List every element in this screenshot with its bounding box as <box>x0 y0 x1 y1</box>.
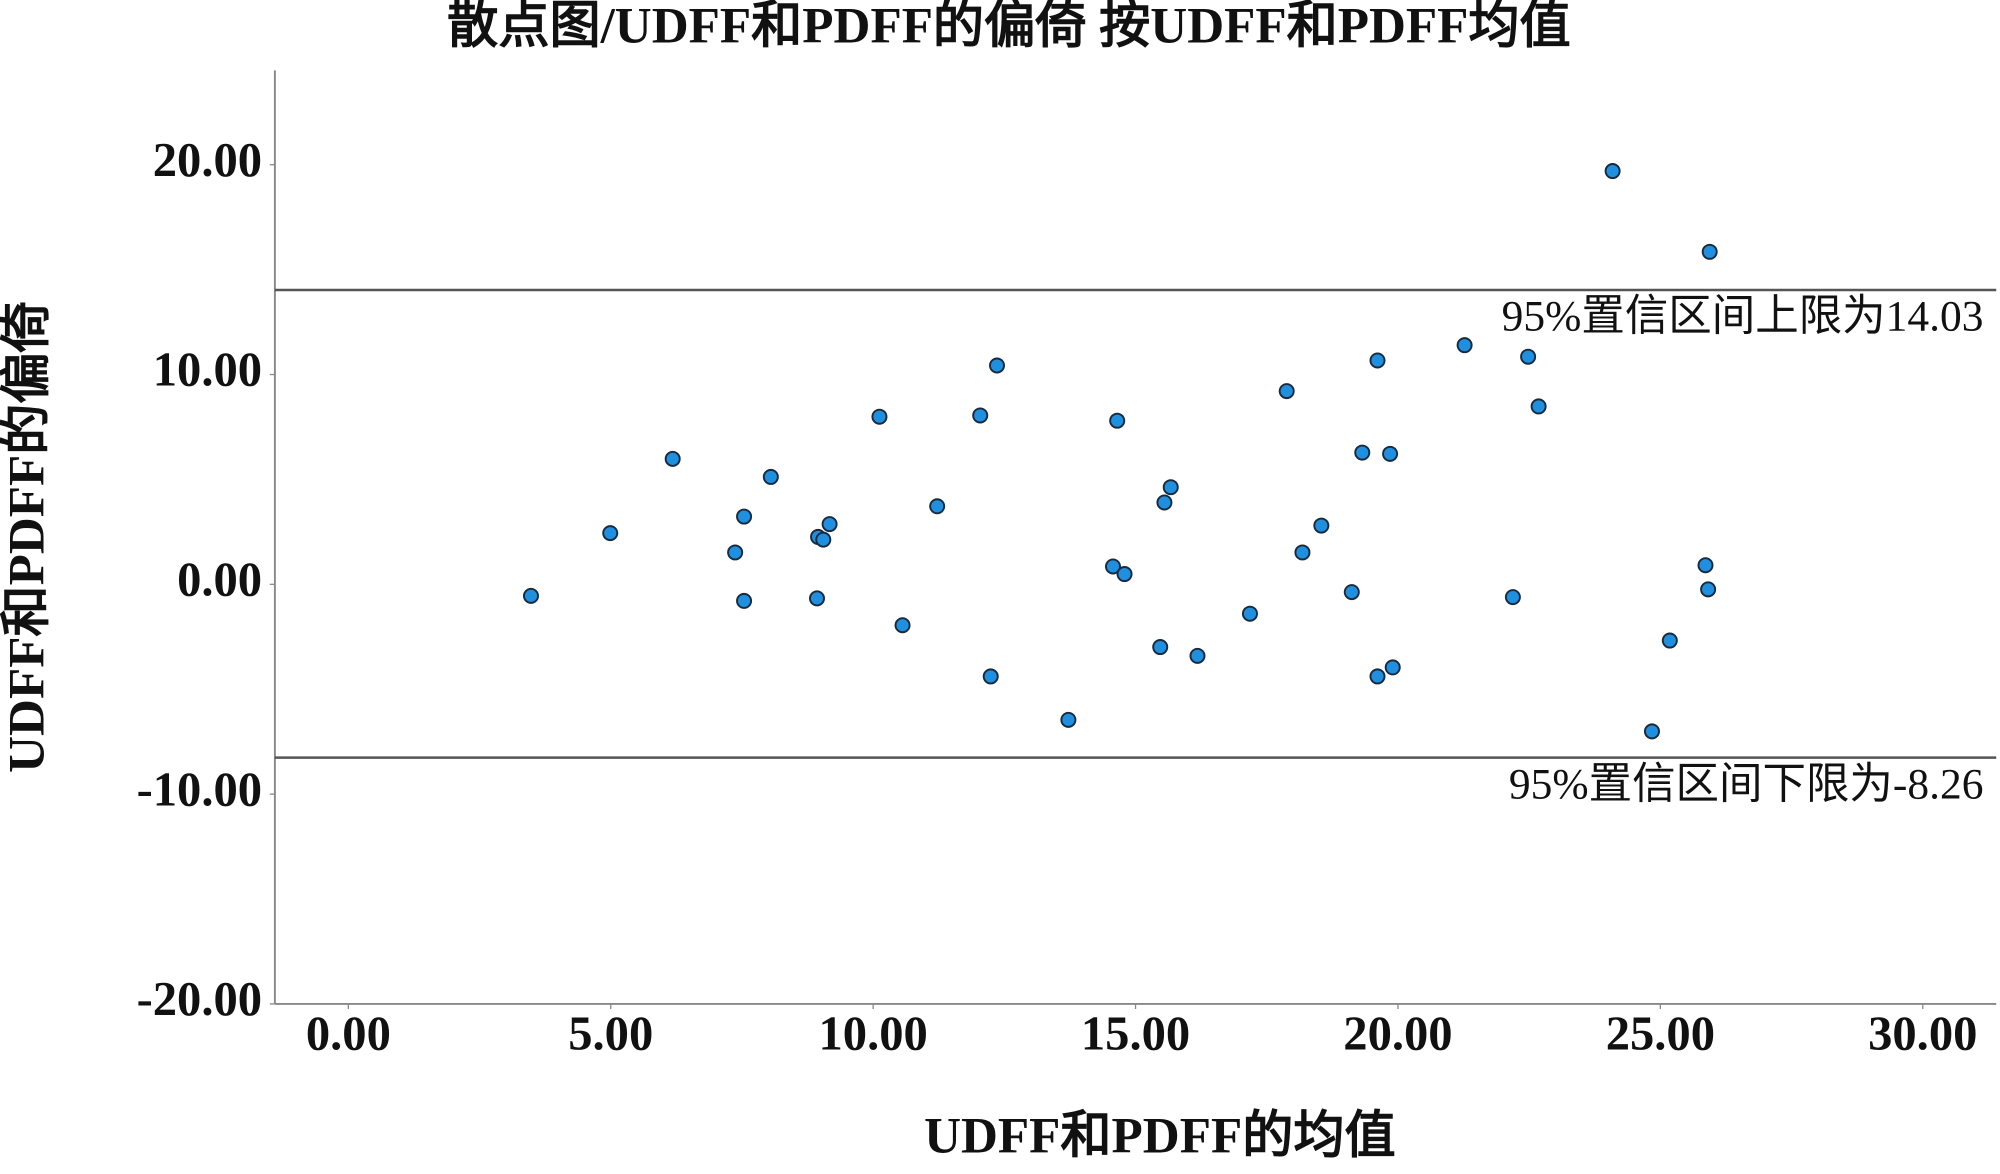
point <box>989 357 1006 374</box>
x-axis-label: UDFF和PDFF的均值 <box>924 1107 1396 1164</box>
y-tick-label: -10.00 <box>137 762 262 816</box>
point <box>1278 383 1295 400</box>
point <box>1060 711 1077 728</box>
point <box>1105 558 1121 575</box>
point <box>602 525 619 542</box>
point <box>929 498 946 515</box>
point <box>1109 412 1126 429</box>
point <box>1294 544 1311 561</box>
point <box>727 544 744 561</box>
point <box>1504 589 1521 606</box>
point <box>821 516 838 533</box>
point <box>1152 639 1169 656</box>
x-tick-label: 25.00 <box>1606 1007 1715 1061</box>
point <box>1354 444 1371 461</box>
point <box>815 531 832 548</box>
point <box>1697 557 1714 574</box>
point <box>1369 668 1386 685</box>
point <box>871 408 888 425</box>
point <box>664 450 681 467</box>
point <box>736 592 753 609</box>
point <box>762 468 779 485</box>
point <box>1643 723 1660 740</box>
point <box>1189 647 1206 664</box>
point <box>1162 479 1179 496</box>
point <box>809 590 825 607</box>
point <box>1116 566 1133 583</box>
point <box>1700 581 1717 598</box>
point <box>982 668 999 685</box>
point <box>522 587 539 604</box>
x-tick-label: 30.00 <box>1868 1007 1977 1061</box>
y-axis-label: UDFF和PDFF的偏倚 <box>0 301 56 773</box>
point <box>1156 494 1173 511</box>
y-tick-label: 20.00 <box>153 133 262 187</box>
point <box>1661 632 1678 649</box>
point <box>1313 517 1330 534</box>
chart-title: 散点图/UDFF和PDFF的偏倚 按UDFF和PDFF均值 <box>447 0 1571 54</box>
point <box>1382 445 1399 462</box>
reference-label: 95%置信区间下限为-8.26 <box>1509 760 1984 808</box>
y-tick-label: 10.00 <box>153 343 262 397</box>
x-tick-label: 0.00 <box>306 1007 391 1061</box>
point <box>1520 348 1537 365</box>
point <box>1530 398 1547 415</box>
x-tick-label: 5.00 <box>568 1007 653 1061</box>
y-tick-label: 0.00 <box>177 552 262 606</box>
point <box>736 508 753 525</box>
x-tick-label: 20.00 <box>1343 1007 1452 1061</box>
point <box>1384 659 1401 676</box>
x-tick-label: 10.00 <box>819 1007 928 1061</box>
point <box>1343 584 1360 601</box>
y-tick-label: -20.00 <box>137 972 262 1026</box>
point <box>1604 163 1621 180</box>
reference-label: 95%置信区间上限为14.03 <box>1502 293 1984 341</box>
point <box>1369 352 1386 369</box>
point <box>1456 337 1473 354</box>
x-tick-label: 15.00 <box>1081 1007 1190 1061</box>
point <box>894 617 911 634</box>
point <box>972 407 989 424</box>
point <box>1241 605 1258 622</box>
point <box>1701 243 1718 260</box>
